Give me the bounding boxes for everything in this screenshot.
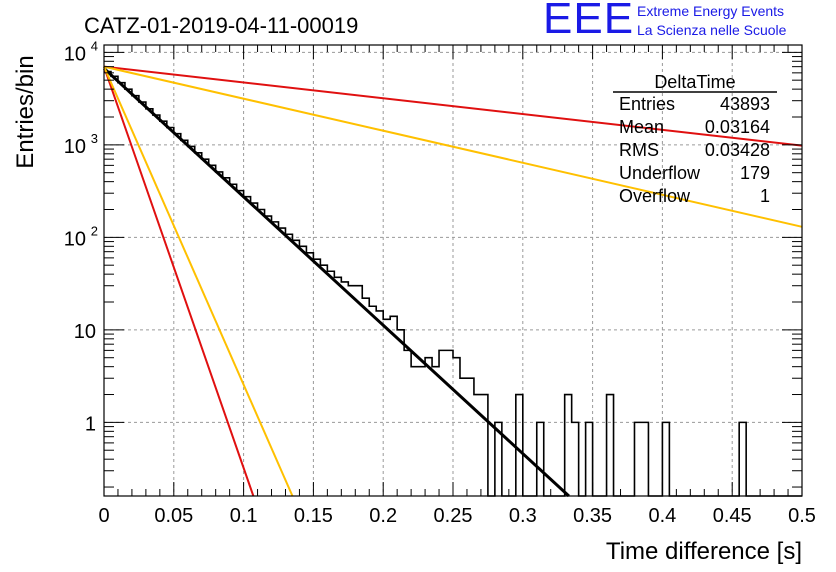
x-tick-label: 0.5 (788, 505, 816, 527)
x-tick-label: 0.35 (573, 505, 612, 527)
stats-row-label: Mean (619, 117, 664, 137)
x-tick-label: 0 (98, 505, 109, 527)
y-tick-exponent: 2 (91, 223, 98, 238)
x-tick-label: 0.25 (434, 505, 473, 527)
x-tick-label: 0.05 (154, 505, 193, 527)
stats-row-value: 179 (740, 163, 770, 183)
fit-curve (102, 67, 570, 498)
tick-labels: 0 0.05 0.1 0.15 0.2 0.25 0.3 0.35 0.4 0.45 0.5 1 10 1… (64, 38, 816, 527)
stats-row-value: 1 (760, 186, 770, 206)
logo-line-1: Extreme Energy Events (637, 3, 785, 19)
axes (103, 44, 803, 497)
logo-line-2: La Scienza nelle Scuole (637, 22, 787, 38)
stats-row-label: Overflow (619, 186, 691, 206)
fit-curve (103, 65, 803, 228)
logo-mark: EEE (543, 0, 635, 43)
x-tick-label: 0.4 (648, 505, 676, 527)
y-tick-label: 10 (64, 43, 86, 65)
stats-title: DeltaTime (654, 72, 735, 92)
stats-row-value: 0.03428 (705, 140, 770, 160)
stats-row-label: Entries (619, 94, 675, 114)
y-axis-label: Entries/bin (12, 55, 39, 168)
y-tick-label: 1 (85, 413, 96, 435)
stats-row-label: Underflow (619, 163, 701, 183)
x-tick-label: 0.1 (230, 505, 258, 527)
x-tick-label: 0.15 (294, 505, 333, 527)
y-tick-exponent: 3 (91, 131, 98, 146)
y-tick-label: 10 (64, 228, 86, 250)
fit-curve (103, 66, 294, 497)
x-tick-label: 0.45 (713, 505, 752, 527)
grid (104, 45, 802, 496)
plot-frame (103, 44, 803, 497)
stats-row-label: RMS (619, 140, 659, 160)
fit-curves (102, 65, 803, 498)
eee-logo: EEE Extreme Energy Events La Scienza nel… (541, 0, 836, 46)
y-tick-label: 10 (74, 321, 96, 343)
x-tick-label: 0.2 (369, 505, 397, 527)
fit-curve (103, 66, 255, 497)
stats-row-value: 43893 (720, 94, 770, 114)
chart-title: CATZ-01-2019-04-11-00019 (84, 13, 358, 38)
y-tick-label: 10 (64, 136, 86, 158)
x-tick-label: 0.3 (509, 505, 537, 527)
fit-curve (103, 65, 803, 147)
y-tick-exponent: 4 (91, 38, 98, 53)
x-axis-label: Time difference [s] (606, 538, 802, 565)
stats-row-value: 0.03164 (705, 117, 770, 137)
